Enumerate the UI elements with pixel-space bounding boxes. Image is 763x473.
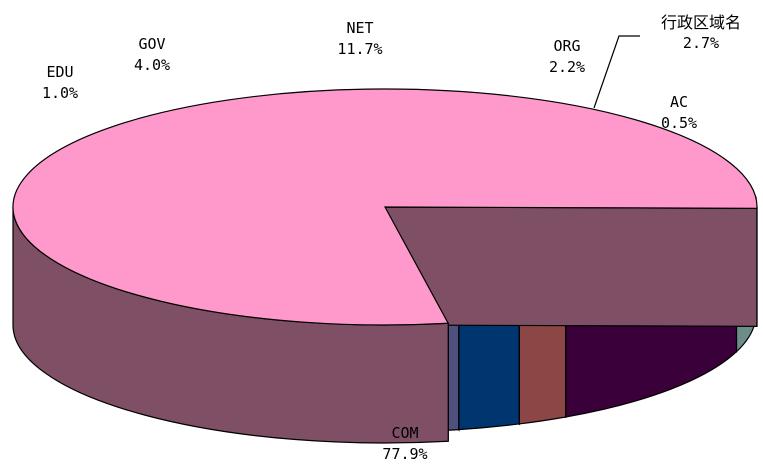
label-gyoseikuikimei: 行政区域名 2.7% [661,12,741,54]
slice-com [12,88,758,444]
label-gyoseikuikimei-value: 2.7% [682,34,720,52]
label-gyoseikuikimei-name: 行政区域名 [660,13,742,32]
label-ac-name: AC [669,93,689,111]
label-net-value: 11.7% [337,40,383,58]
label-net: NET 11.7% [337,18,382,60]
label-org-name: ORG [553,37,581,55]
label-net-name: NET [346,19,374,37]
slice-side-ac [446,310,460,431]
label-gov: GOV 4.0% [134,34,170,76]
label-com-value: 77.9% [382,445,428,463]
label-ac: AC 0.5% [661,92,697,134]
label-org: ORG 2.2% [549,36,585,78]
label-edu-value: 1.0% [41,84,79,102]
leader-line-gyoseikuikimei [593,35,640,109]
label-gov-name: GOV [138,35,166,53]
label-edu: EDU 1.0% [42,62,78,104]
label-org-value: 2.2% [548,58,586,76]
label-ac-value: 0.5% [660,114,698,132]
label-com: COM 77.9% [382,423,427,465]
slice-top-com [12,88,758,326]
label-com-name: COM [391,424,419,442]
label-edu-name: EDU [46,63,74,81]
label-gov-value: 4.0% [133,56,171,74]
